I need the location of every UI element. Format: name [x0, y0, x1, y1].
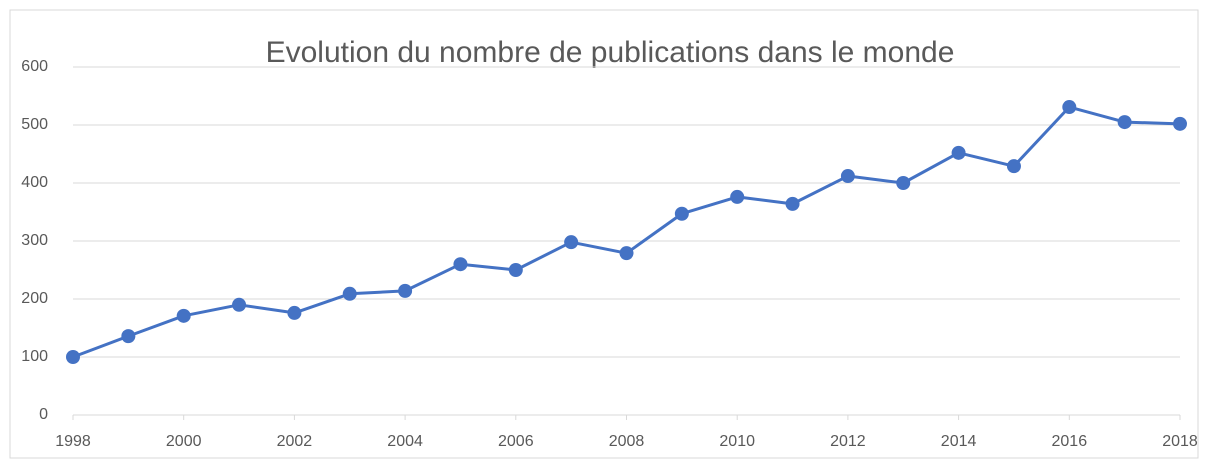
- x-tick-label: 2008: [609, 433, 645, 450]
- chart-frame: [9, 9, 1199, 459]
- point: [342, 286, 357, 301]
- y-tick-label: 0: [39, 406, 48, 423]
- x-tick-label: 2000: [166, 433, 202, 450]
- point: [1006, 159, 1021, 174]
- point: [508, 263, 523, 277]
- point: [1173, 116, 1187, 131]
- point: [398, 283, 413, 298]
- x-tick-label: 2004: [387, 433, 423, 450]
- point: [564, 235, 579, 250]
- y-tick-label: 200: [21, 290, 48, 307]
- x-tick-label: 2012: [830, 433, 866, 450]
- point: [951, 145, 966, 160]
- point: [176, 308, 191, 323]
- point: [287, 305, 302, 320]
- point: [121, 329, 136, 344]
- y-tick-label: 600: [21, 58, 48, 75]
- point: [674, 206, 689, 221]
- point: [840, 169, 855, 184]
- point: [1062, 100, 1077, 115]
- x-tick-label: 2010: [719, 433, 755, 450]
- point: [896, 176, 911, 190]
- point: [619, 246, 634, 261]
- x-tick-label: 2016: [1052, 433, 1088, 450]
- x-tick-label: 2002: [277, 433, 313, 450]
- point: [730, 189, 745, 204]
- point: [453, 257, 468, 272]
- x-tick-label: 1998: [55, 433, 91, 450]
- point: [232, 297, 247, 312]
- point: [785, 196, 800, 211]
- y-tick-label: 400: [21, 174, 48, 191]
- point: [1117, 115, 1132, 130]
- chart-title: Evolution du nombre de publications dans…: [266, 36, 955, 69]
- y-tick-label: 300: [21, 232, 48, 249]
- point: [66, 350, 80, 364]
- x-tick-label: 2006: [498, 433, 534, 450]
- x-tick-label: 2014: [941, 433, 977, 450]
- y-tick-label: 500: [21, 116, 48, 133]
- y-tick-label: 100: [21, 348, 48, 365]
- x-tick-label: 2018: [1162, 433, 1198, 450]
